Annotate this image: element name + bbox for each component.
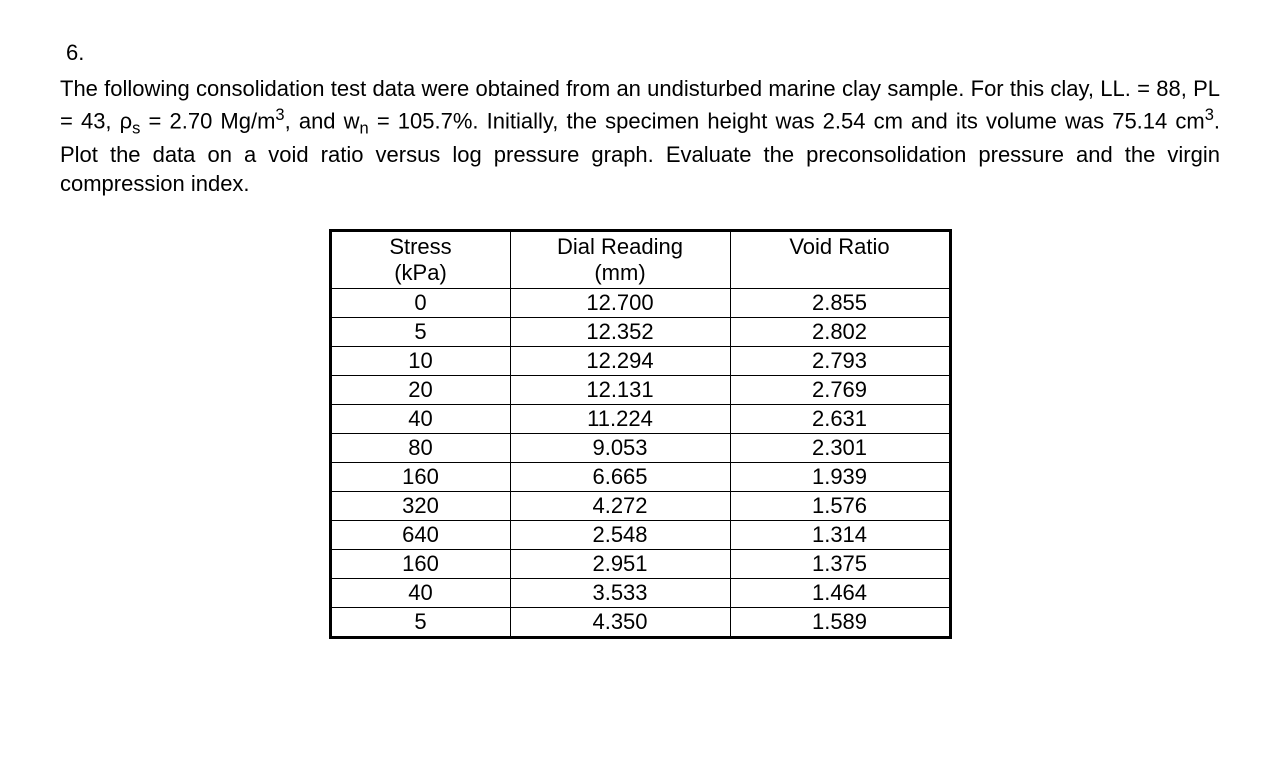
- table-row: 403.5331.464: [330, 579, 950, 608]
- header-stress-label: Stress: [389, 234, 451, 259]
- table-cell-dial: 12.131: [510, 376, 730, 405]
- table-cell-stress: 160: [330, 463, 510, 492]
- table-cell-stress: 5: [330, 318, 510, 347]
- table-cell-void: 1.314: [730, 521, 950, 550]
- table-row: 512.3522.802: [330, 318, 950, 347]
- table-row: 2012.1312.769: [330, 376, 950, 405]
- table-cell-stress: 0: [330, 289, 510, 318]
- text-part: , and w: [285, 108, 360, 133]
- table-cell-void: 2.802: [730, 318, 950, 347]
- problem-statement: The following consolidation test data we…: [60, 74, 1220, 199]
- table-body: 012.7002.855512.3522.8021012.2942.793201…: [330, 289, 950, 638]
- table-cell-dial: 9.053: [510, 434, 730, 463]
- table-cell-stress: 320: [330, 492, 510, 521]
- table-row: 54.3501.589: [330, 608, 950, 638]
- superscript-3: 3: [1205, 106, 1214, 124]
- table-row: 1606.6651.939: [330, 463, 950, 492]
- subscript-n: n: [360, 119, 369, 137]
- table-cell-void: 2.631: [730, 405, 950, 434]
- table-row: 809.0532.301: [330, 434, 950, 463]
- text-part: = 105.7%. Initially, the specimen height…: [369, 108, 1205, 133]
- table-cell-void: 1.375: [730, 550, 950, 579]
- table-row: 6402.5481.314: [330, 521, 950, 550]
- table-cell-void: 2.793: [730, 347, 950, 376]
- header-stress-unit: (kPa): [394, 260, 447, 285]
- text-part: = 2.70 Mg/m: [140, 108, 275, 133]
- table-cell-dial: 4.272: [510, 492, 730, 521]
- table-row: 012.7002.855: [330, 289, 950, 318]
- table-cell-dial: 2.951: [510, 550, 730, 579]
- header-dial: Dial Reading (mm): [510, 231, 730, 289]
- header-void: Void Ratio: [730, 231, 950, 289]
- table-cell-stress: 40: [330, 579, 510, 608]
- superscript-3: 3: [275, 106, 284, 124]
- table-cell-void: 1.464: [730, 579, 950, 608]
- table-cell-stress: 20: [330, 376, 510, 405]
- header-void-label: Void Ratio: [789, 234, 889, 259]
- table-container: Stress (kPa) Dial Reading (mm) Void Rati…: [60, 229, 1220, 639]
- table-cell-stress: 5: [330, 608, 510, 638]
- table-cell-void: 2.301: [730, 434, 950, 463]
- table-cell-dial: 4.350: [510, 608, 730, 638]
- table-cell-dial: 2.548: [510, 521, 730, 550]
- table-cell-dial: 6.665: [510, 463, 730, 492]
- table-cell-void: 1.576: [730, 492, 950, 521]
- table-cell-void: 2.769: [730, 376, 950, 405]
- table-cell-dial: 11.224: [510, 405, 730, 434]
- problem-number: 6.: [60, 40, 1220, 66]
- table-row: 1012.2942.793: [330, 347, 950, 376]
- table-cell-dial: 3.533: [510, 579, 730, 608]
- table-cell-stress: 10: [330, 347, 510, 376]
- table-header-row: Stress (kPa) Dial Reading (mm) Void Rati…: [330, 231, 950, 289]
- table-cell-void: 2.855: [730, 289, 950, 318]
- table-cell-stress: 40: [330, 405, 510, 434]
- header-dial-unit: (mm): [594, 260, 645, 285]
- table-cell-stress: 640: [330, 521, 510, 550]
- consolidation-data-table: Stress (kPa) Dial Reading (mm) Void Rati…: [329, 229, 952, 639]
- table-row: 3204.2721.576: [330, 492, 950, 521]
- table-cell-void: 1.589: [730, 608, 950, 638]
- table-cell-dial: 12.352: [510, 318, 730, 347]
- table-cell-stress: 80: [330, 434, 510, 463]
- header-stress: Stress (kPa): [330, 231, 510, 289]
- table-cell-dial: 12.294: [510, 347, 730, 376]
- table-cell-dial: 12.700: [510, 289, 730, 318]
- table-cell-void: 1.939: [730, 463, 950, 492]
- table-row: 4011.2242.631: [330, 405, 950, 434]
- table-row: 1602.9511.375: [330, 550, 950, 579]
- table-cell-stress: 160: [330, 550, 510, 579]
- header-dial-label: Dial Reading: [557, 234, 683, 259]
